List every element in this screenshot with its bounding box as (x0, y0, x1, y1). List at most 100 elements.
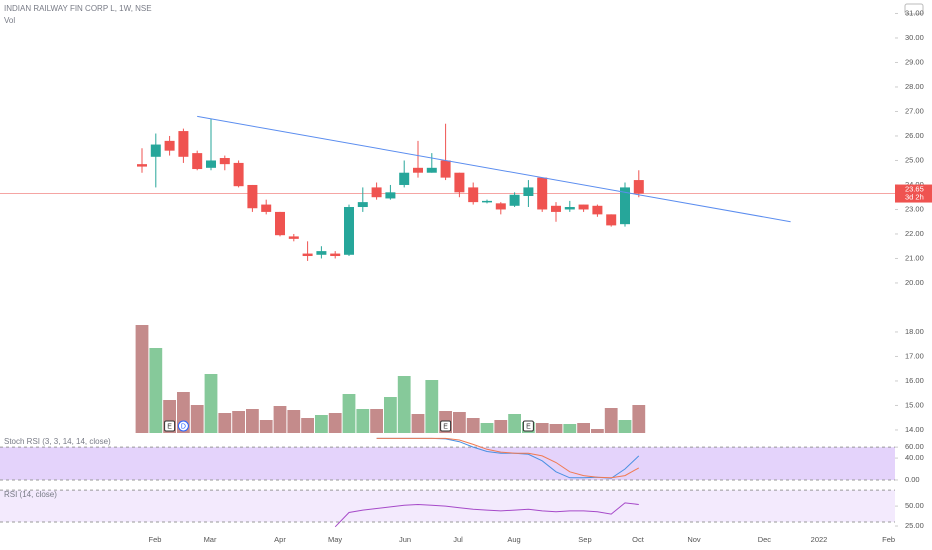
volume-bar (315, 415, 328, 433)
candle-body (551, 205, 561, 212)
candle-body (288, 236, 299, 239)
volume-bar (632, 405, 646, 433)
candle-body (330, 253, 341, 257)
dividend-marker (177, 420, 189, 432)
y-tick-label: 0.00 (905, 475, 920, 484)
volume-bar (273, 406, 287, 433)
y-tick-label: 17.00 (905, 351, 924, 360)
countdown-label: 3d 2h (905, 193, 924, 202)
candle-body (137, 164, 147, 167)
marker-label: E (167, 423, 172, 430)
marker-label: E (443, 423, 448, 430)
candle-body (495, 203, 506, 210)
volume-bar (577, 423, 590, 433)
marker-label: E (526, 423, 531, 430)
candle-body (357, 202, 368, 208)
x-tick-label: Jul (453, 535, 463, 544)
indicator-line (376, 437, 640, 479)
indicator-line (334, 502, 639, 528)
candle-body (633, 180, 644, 194)
candle-body (564, 207, 575, 210)
candle-body (523, 187, 534, 196)
x-tick-label: Feb (149, 535, 162, 544)
y-tick-label: 31.00 (905, 8, 924, 17)
volume-bar (563, 424, 577, 433)
price-label-box (895, 184, 932, 203)
y-tick-label: 60.00 (905, 442, 924, 451)
y-tick-label: 21.00 (905, 253, 924, 262)
candle-body (219, 158, 230, 165)
x-tick-label: Aug (507, 535, 520, 544)
candle-body (164, 140, 175, 151)
volume-bar (453, 412, 466, 433)
candle-body (150, 144, 161, 157)
volume-bar (356, 409, 370, 433)
candle-body (537, 177, 548, 210)
candle-body (302, 253, 313, 257)
volume-bar (618, 420, 632, 433)
volume-bar (466, 418, 480, 433)
volume-bar (190, 405, 204, 433)
volume-bar (259, 420, 273, 433)
candle-body (454, 172, 465, 193)
candle-body (275, 211, 285, 236)
x-tick-label: Sep (578, 535, 591, 544)
volume-label: Vol (4, 16, 15, 25)
candle-body (344, 207, 354, 255)
candle-body (592, 205, 603, 215)
volume-bar (342, 394, 356, 433)
candle-body (233, 162, 244, 187)
candle-body (316, 251, 327, 255)
candle-body (413, 167, 423, 173)
volume-bar (549, 424, 563, 433)
y-tick-label: 50.00 (905, 501, 924, 510)
y-tick-label: 20.00 (905, 278, 924, 287)
candle-body (426, 167, 437, 173)
x-tick-label: Oct (632, 535, 645, 544)
earnings-marker (440, 420, 452, 432)
x-tick-label: Nov (687, 535, 701, 544)
volume-bar (246, 409, 259, 433)
volume-bar (425, 380, 439, 433)
x-tick-label: Mar (204, 535, 217, 544)
volume-bar (535, 423, 549, 433)
volume-bar (397, 376, 411, 433)
indicator-title: RSI (14, close) (4, 490, 57, 499)
volume-bar (301, 418, 314, 433)
volume-bar (411, 414, 425, 433)
y-tick-label: 23.00 (905, 204, 924, 213)
volume-bar (370, 409, 383, 433)
auto-scale-button[interactable] (904, 3, 924, 15)
candle-body (192, 153, 203, 170)
x-tick-label: Dec (758, 535, 772, 544)
volume-bar (135, 325, 149, 433)
candle-body (399, 172, 410, 185)
candle-body (261, 204, 272, 212)
y-tick-label: 16.00 (905, 376, 924, 385)
volume-bar (218, 413, 232, 433)
volume-bar (204, 374, 218, 433)
y-tick-label: 15.00 (905, 400, 924, 409)
candle-body (509, 194, 520, 206)
earnings-marker (522, 420, 534, 432)
volume-bar (494, 420, 508, 433)
y-tick-label: 25.00 (905, 155, 924, 164)
y-tick-label: 30.00 (905, 33, 924, 42)
candle-body (371, 187, 382, 198)
candle-body (385, 192, 396, 199)
candle-body (620, 187, 630, 225)
earnings-marker (164, 420, 176, 432)
x-tick-label: Apr (274, 535, 286, 544)
x-tick-label: Jun (399, 535, 411, 544)
volume-bar (591, 429, 604, 433)
indicator-title: Stoch RSI (3, 3, 14, 14, close) (4, 437, 111, 446)
volume-bar (328, 413, 342, 433)
y-tick-label: 27.00 (905, 106, 924, 115)
price-label: 23.65 (905, 185, 924, 194)
y-tick-label: 24.00 (905, 180, 924, 189)
y-tick-label: 40.00 (905, 453, 924, 462)
chart-title: INDIAN RAILWAY FIN CORP L, 1W, NSE (4, 4, 152, 13)
y-tick-label: 22.00 (905, 229, 924, 238)
y-tick-label: 14.00 (905, 425, 924, 434)
indicator-band-fill (0, 447, 895, 480)
